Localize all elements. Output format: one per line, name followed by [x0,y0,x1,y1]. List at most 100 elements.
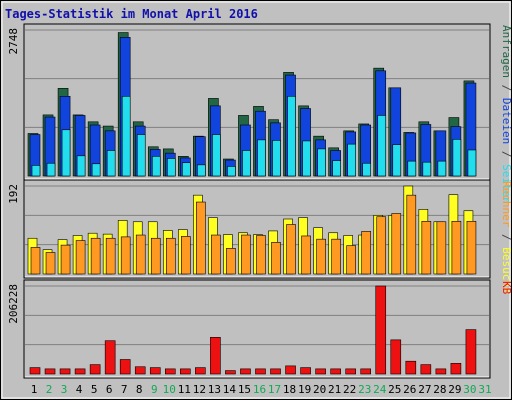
x-tick-label: 8 [136,383,143,396]
bar-rechner-day-24 [376,216,387,275]
bar-seiten-day-23 [362,162,372,177]
x-tick-label: 27 [418,383,431,396]
bar-rechner-day-7 [120,236,131,275]
bar-kb-day-22 [345,368,356,375]
bar-rechner-day-18 [286,224,296,275]
bar-seiten-day-28 [437,160,447,177]
panel-legend: Anfragen / Dateien / Seiten [500,25,512,204]
bar-kb-day-29 [450,363,462,375]
bar-rechner-day-30 [466,220,477,275]
bar-kb-day-17 [270,368,281,375]
y-max-label: 192 [7,184,20,204]
panel-background [23,279,491,379]
y-max-label: 206228 [7,284,20,324]
x-tick-label: 28 [433,383,446,396]
bar-rechner-day-20 [316,238,326,275]
panel-3: 206228 KB [7,279,512,379]
bar-kb-day-11 [180,368,191,375]
bar-seiten-day-7 [121,96,131,177]
legend-entry: Besuche [500,247,512,293]
x-tick-label: 12 [193,383,206,396]
x-tick-label: 6 [106,383,113,396]
panel-legend: KB [500,281,512,295]
bar-rechner-day-25 [391,213,402,275]
bar-kb-day-14 [225,370,236,375]
x-tick-label: 30 [463,383,476,396]
bar-seiten-day-8 [136,134,146,177]
bar-rechner-day-12 [196,201,206,275]
x-tick-label: 14 [223,383,237,396]
bar-seiten-day-1 [31,165,41,177]
bar-rechner-day-29 [451,220,462,275]
bar-kb-day-1 [29,367,41,375]
panel-legend: Rechner / Besuche [500,181,512,294]
bar-kb-day-10 [164,368,176,375]
bar-rechner-day-26 [406,194,417,275]
x-tick-label: 5 [91,383,98,396]
legend-entry: KB [500,281,512,295]
panel-1: 2748 Anfragen / Dateien / Seiten [7,23,512,204]
bar-seiten-day-2 [46,162,56,177]
bar-rechner-day-27 [421,220,432,275]
panels-group: 2748 Anfragen / Dateien / Seiten 192 Rechne… [7,23,512,379]
bar-seiten-day-12 [197,164,206,177]
bar-kb-day-8 [134,366,146,375]
x-tick-label: 9 [151,383,158,396]
bar-kb-day-13 [210,337,221,375]
legend-entry: / [500,227,512,247]
bar-kb-day-16 [255,368,266,375]
bar-seiten-day-17 [272,140,281,177]
bar-seiten-day-16 [257,139,266,177]
bar-seiten-day-29 [452,139,462,177]
legend-entry: Anfragen [500,25,512,78]
legend-entry: Dateien [500,98,512,144]
bar-rechner-day-15 [241,234,251,275]
bar-rechner-day-28 [436,221,447,275]
x-tick-label: 31 [478,383,491,396]
bar-rechner-day-11 [181,236,191,275]
x-tick-label: 20 [313,383,326,396]
x-tick-label: 16 [253,383,266,396]
bar-rechner-day-8 [135,234,146,275]
bar-seiten-day-18 [287,96,296,177]
x-tick-label: 2 [46,383,53,396]
bar-kb-day-12 [195,367,206,375]
bar-kb-day-24 [375,285,387,375]
x-tick-label: 26 [403,383,416,396]
bar-seiten-day-5 [91,163,101,177]
x-tick-label: 19 [298,383,311,396]
bar-seiten-day-14 [227,166,236,177]
x-tick-label: 18 [283,383,296,396]
x-tick-label: 13 [208,383,221,396]
bar-kb-day-25 [390,339,402,375]
x-tick-label: 11 [178,383,191,396]
bar-seiten-day-9 [151,156,161,177]
bar-rechner-day-21 [331,238,341,275]
bar-rechner-day-4 [75,240,86,275]
legend-entry: / [500,144,512,164]
x-tick-label: 23 [358,383,371,396]
bar-kb-day-21 [330,368,341,375]
bar-kb-day-28 [435,368,447,375]
bar-kb-day-30 [465,329,477,375]
bar-kb-day-26 [405,360,417,375]
bar-seiten-day-25 [392,144,402,177]
bar-seiten-day-30 [467,149,477,177]
bar-kb-day-15 [240,368,251,375]
bar-seiten-day-24 [377,115,387,177]
bar-kb-day-7 [119,359,131,375]
x-tick-label: 25 [388,383,401,396]
bar-seiten-day-4 [76,155,86,177]
x-axis-labels: 1 2 3 4 5 6 7 8 9 10 11 12 13 14 15 16 17 18 19 20 21 22 23 24 2… [31,383,492,396]
bar-seiten-day-3 [61,129,71,177]
x-tick-label: 17 [268,383,281,396]
panel-2: 192 Rechner / Besuche [7,179,512,294]
bar-kb-day-27 [420,364,432,375]
bar-kb-day-6 [104,340,116,375]
bar-rechner-day-23 [361,231,372,275]
bar-rechner-day-19 [301,235,311,275]
bar-seiten-day-22 [347,143,356,177]
bar-rechner-day-9 [150,237,161,275]
bar-kb-day-3 [59,368,71,375]
